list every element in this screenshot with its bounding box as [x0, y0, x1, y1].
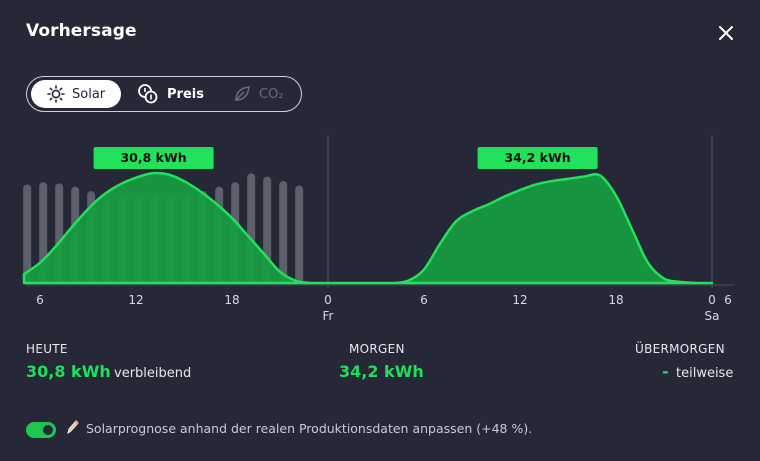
energy-callout-label: 30,8 kWh	[120, 150, 186, 165]
pencil-icon	[67, 420, 79, 435]
toggle-knob	[43, 425, 53, 435]
adjust-forecast-note: Solarprognose anhand der realen Produkti…	[86, 421, 533, 436]
coins-icon	[138, 84, 158, 104]
energy-callout-label: 34,2 kWh	[504, 150, 570, 165]
adjust-forecast-toggle[interactable]	[26, 422, 56, 438]
tomorrow-value: 34,2 kWh	[339, 362, 424, 381]
x-tick-label: 6	[420, 293, 428, 307]
x-tick-label: 6	[724, 293, 732, 307]
forecast-type-switch: Solar Preis CO₂	[26, 76, 302, 112]
close-icon[interactable]	[716, 23, 736, 43]
tab-solar-label: Solar	[72, 86, 106, 102]
leaf-icon	[235, 86, 250, 101]
day-label: Fr	[323, 309, 334, 323]
actual-production-bar	[23, 184, 32, 284]
tab-preis-label: Preis	[167, 86, 204, 102]
forecast-title: Vorhersage	[26, 21, 137, 41]
tomorrow-label: MORGEN	[349, 342, 405, 356]
solar-forecast-chart: 30,8 kWh 34,2 kWh 6 12 18 0 6 12 18 0 6Fr Sa	[22, 135, 734, 323]
actual-production-bar	[295, 185, 304, 284]
x-tick-label: 12	[128, 293, 143, 307]
x-tick-label: 12	[512, 293, 527, 307]
today-suffix: verbleibend	[114, 366, 192, 381]
x-tick-label: 6	[36, 293, 44, 307]
today-value: 30,8 kWh	[26, 362, 111, 381]
sun-icon	[47, 85, 65, 103]
energy-callout-bg	[477, 147, 598, 169]
x-tick-label: 18	[608, 293, 623, 307]
day-label: Sa	[705, 309, 720, 323]
x-tick-label: 0	[708, 293, 716, 307]
energy-callout-bg	[93, 147, 214, 169]
tab-solar[interactable]: Solar	[31, 80, 121, 108]
x-tick-label: 0	[324, 293, 332, 307]
today-label: HEUTE	[26, 342, 68, 356]
tab-co2[interactable]: CO₂	[227, 80, 297, 108]
x-tick-label: 18	[224, 293, 239, 307]
overmorrow-value: -	[662, 362, 669, 381]
overmorrow-label: ÜBERMORGEN	[635, 342, 725, 356]
overmorrow-suffix: teilweise	[676, 366, 734, 381]
forecast-area	[22, 171, 714, 285]
tab-preis[interactable]: Preis	[132, 80, 212, 108]
actual-production-bar	[279, 181, 288, 284]
tab-co2-label: CO₂	[259, 86, 284, 102]
